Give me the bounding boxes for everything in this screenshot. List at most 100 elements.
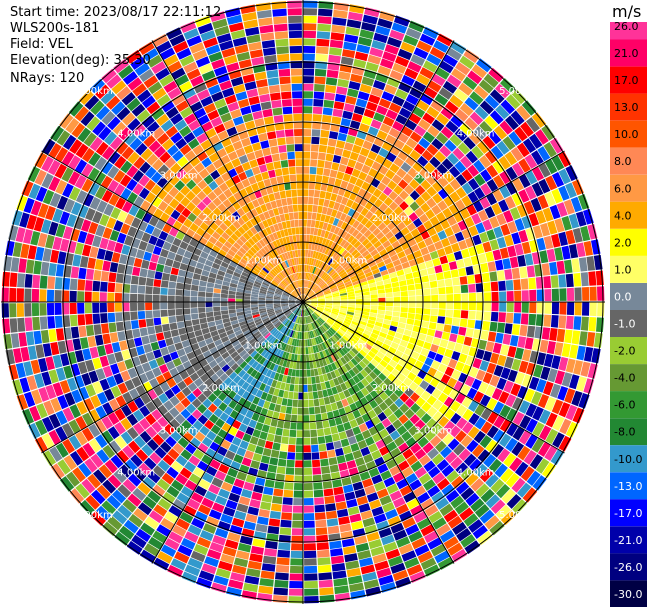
gate	[374, 321, 383, 328]
ring-label: 1.00km	[329, 340, 367, 351]
gate	[157, 339, 167, 349]
gate	[200, 345, 209, 354]
gate	[291, 322, 295, 330]
gate	[191, 409, 202, 420]
gate	[229, 524, 243, 535]
gate	[181, 339, 191, 348]
gate	[175, 425, 187, 437]
gate	[262, 330, 270, 337]
gate	[151, 409, 163, 421]
gate	[291, 338, 296, 346]
gate	[472, 358, 482, 369]
gate	[449, 333, 458, 343]
gate	[318, 398, 325, 406]
gate	[271, 379, 278, 388]
gate	[241, 204, 250, 214]
gate	[161, 316, 169, 325]
gate	[474, 417, 487, 430]
gate	[201, 269, 210, 277]
gate	[392, 497, 406, 508]
gate	[255, 206, 263, 215]
gate	[336, 508, 349, 518]
gate	[212, 351, 221, 360]
gate	[230, 351, 239, 359]
gate	[340, 118, 351, 127]
gate	[292, 273, 296, 281]
gate	[347, 360, 355, 369]
gate	[213, 575, 229, 586]
gate	[285, 320, 291, 327]
gate	[346, 19, 362, 29]
gate	[260, 101, 272, 110]
gate	[108, 272, 117, 283]
gate	[242, 352, 250, 361]
gate	[273, 319, 280, 326]
gate	[43, 400, 55, 416]
gate	[146, 121, 160, 134]
gate	[332, 344, 339, 352]
gate	[320, 214, 326, 222]
gate	[285, 136, 294, 145]
gate	[276, 311, 283, 316]
gate	[293, 113, 303, 121]
gate	[323, 310, 331, 314]
gate	[56, 130, 71, 146]
gate	[45, 205, 56, 221]
gate	[418, 137, 431, 149]
gate	[253, 331, 261, 338]
gate	[239, 535, 253, 546]
gate	[462, 421, 474, 434]
gate	[307, 384, 313, 392]
gate	[116, 106, 131, 121]
gate	[323, 288, 330, 293]
gate	[238, 423, 248, 433]
gate	[362, 357, 370, 366]
gate	[78, 267, 87, 280]
gate	[460, 534, 476, 548]
gate	[115, 283, 123, 293]
gate	[183, 283, 192, 291]
gate	[308, 306, 315, 312]
gate	[463, 49, 480, 64]
gate	[316, 293, 324, 297]
gate	[49, 446, 63, 462]
gate	[412, 80, 427, 93]
gate	[130, 311, 138, 321]
gate	[314, 220, 320, 229]
gate	[342, 262, 350, 269]
gate	[148, 261, 157, 271]
gate	[326, 184, 334, 193]
gate	[517, 445, 531, 461]
gate	[348, 296, 356, 300]
gate	[284, 121, 294, 130]
gate	[171, 67, 186, 80]
gate	[306, 272, 309, 280]
gate	[19, 377, 31, 393]
gate	[427, 447, 439, 460]
gate	[351, 393, 360, 403]
gate	[260, 313, 268, 318]
gate	[328, 268, 335, 276]
gate	[256, 335, 264, 342]
gate	[394, 454, 406, 465]
gate	[299, 377, 303, 385]
colorbar-bin	[610, 391, 647, 419]
gate	[63, 198, 75, 213]
gate	[323, 427, 332, 436]
gate	[392, 216, 402, 226]
gate	[62, 183, 74, 198]
gate	[413, 376, 423, 386]
gate	[36, 403, 48, 419]
gate	[250, 246, 258, 254]
gate	[467, 70, 483, 85]
gate	[26, 375, 38, 391]
gate	[274, 321, 281, 327]
gate	[267, 77, 280, 86]
gate	[393, 291, 401, 297]
gate	[446, 470, 460, 483]
gate	[102, 333, 111, 345]
gate	[126, 165, 139, 178]
gate	[517, 336, 527, 348]
gate	[348, 302, 356, 305]
gate	[106, 375, 117, 388]
